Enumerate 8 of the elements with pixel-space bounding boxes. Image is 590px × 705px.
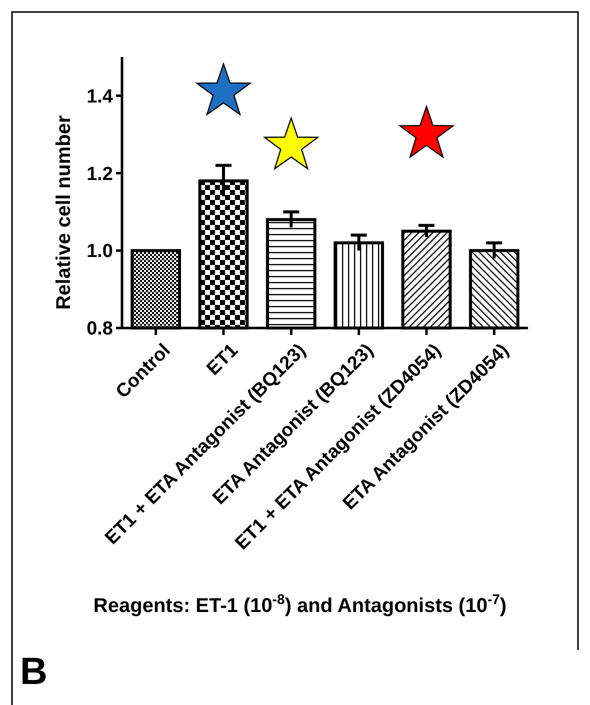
y-tick-label: 1.4 [86,86,114,108]
y-tick-label: 0.8 [86,318,113,340]
y-tick-label: 1.0 [86,241,113,262]
y-tick-label: 1.2 [86,164,113,185]
text: B [20,651,48,693]
x-tick-label: ET1 [202,340,243,380]
x-axis-title: Reagents: ET-1 (10$^{-8}$) and Antagonists (10$^{-7}$) [93,591,507,617]
y-axis-title: Relative cell number [53,115,75,310]
